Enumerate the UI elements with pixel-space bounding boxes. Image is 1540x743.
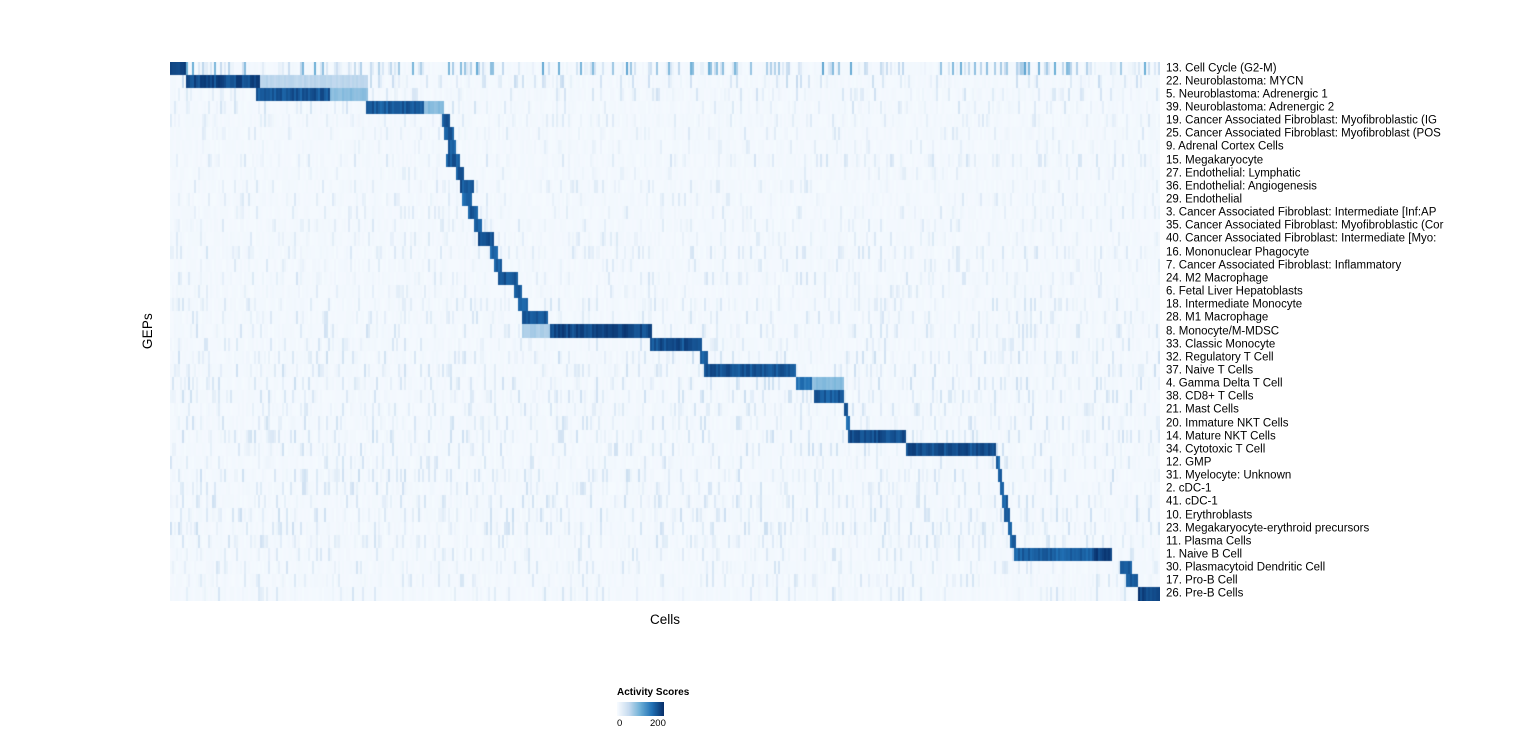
row-label: 20. Immature NKT Cells <box>1166 416 1289 429</box>
row-label: 23. Megakaryocyte-erythroid precursors <box>1166 521 1370 534</box>
row-label: 28. M1 Macrophage <box>1166 311 1269 324</box>
row-label: 9. Adrenal Cortex Cells <box>1166 140 1284 153</box>
row-label: 30. Plasmacytoid Dendritic Cell <box>1166 561 1326 574</box>
legend-tick-min: 0 <box>617 718 623 729</box>
x-axis-label: Cells <box>649 612 680 627</box>
row-label: 27. Endothelial: Lymphatic <box>1166 166 1301 179</box>
row-label: 36. Endothelial: Angiogenesis <box>1166 180 1317 193</box>
row-label: 5. Neuroblastoma: Adrenergic 1 <box>1166 88 1328 101</box>
row-label: 29. Endothelial <box>1166 193 1243 206</box>
row-label: 14. Mature NKT Cells <box>1166 429 1276 442</box>
row-label: 1. Naive B Cell <box>1166 548 1243 561</box>
row-label: 10. Erythroblasts <box>1166 508 1253 521</box>
row-label: 37. Naive T Cells <box>1166 364 1254 377</box>
row-label: 35. Cancer Associated Fibroblast: Myofib… <box>1166 219 1444 232</box>
row-label: 22. Neuroblastoma: MYCN <box>1166 74 1304 87</box>
row-label: 26. Pre-B Cells <box>1166 587 1244 600</box>
row-label: 40. Cancer Associated Fibroblast: Interm… <box>1166 232 1437 245</box>
row-label: 6. Fetal Liver Hepatoblasts <box>1166 285 1303 298</box>
row-label: 31. Myelocyte: Unknown <box>1166 469 1292 482</box>
row-label: 41. cDC-1 <box>1166 495 1218 508</box>
row-label: 33. Classic Monocyte <box>1166 337 1276 350</box>
row-label: 18. Intermediate Monocyte <box>1166 298 1303 311</box>
row-label: 21. Mast Cells <box>1166 403 1239 416</box>
row-label: 39. Neuroblastoma: Adrenergic 2 <box>1166 101 1335 114</box>
legend-gradient-bar <box>617 702 664 716</box>
row-label: 3. Cancer Associated Fibroblast: Interme… <box>1166 206 1437 219</box>
row-label: 34. Cytotoxic T Cell <box>1166 443 1266 456</box>
row-label: 17. Pro-B Cell <box>1166 574 1238 587</box>
row-label: 38. CD8+ T Cells <box>1166 390 1254 403</box>
legend-title: Activity Scores <box>617 687 690 698</box>
row-label: 12. GMP <box>1166 456 1212 469</box>
row-label: 8. Monocyte/M-MDSC <box>1166 324 1280 337</box>
row-label: 32. Regulatory T Cell <box>1166 351 1274 364</box>
legend-ticks: 0 200 <box>617 716 666 729</box>
row-label: 11. Plasma Cells <box>1166 535 1252 548</box>
row-label: 13. Cell Cycle (G2-M) <box>1166 61 1277 74</box>
row-label: 7. Cancer Associated Fibroblast: Inflamm… <box>1166 259 1402 272</box>
row-label: 24. M2 Macrophage <box>1166 272 1269 285</box>
row-label: 4. Gamma Delta T Cell <box>1166 377 1283 390</box>
heatmap-plot-area <box>170 62 1160 601</box>
legend-tick-max: 200 <box>650 718 666 729</box>
row-label: 25. Cancer Associated Fibroblast: Myofib… <box>1166 127 1441 140</box>
y-axis-label: GEPs <box>140 313 155 350</box>
row-label: 15. Megakaryocyte <box>1166 153 1264 166</box>
row-label: 19. Cancer Associated Fibroblast: Myofib… <box>1166 114 1438 127</box>
row-label: 2. cDC-1 <box>1166 482 1212 495</box>
legend: Activity Scores 0 200 <box>617 687 690 729</box>
row-label: 16. Mononuclear Phagocyte <box>1166 245 1310 258</box>
